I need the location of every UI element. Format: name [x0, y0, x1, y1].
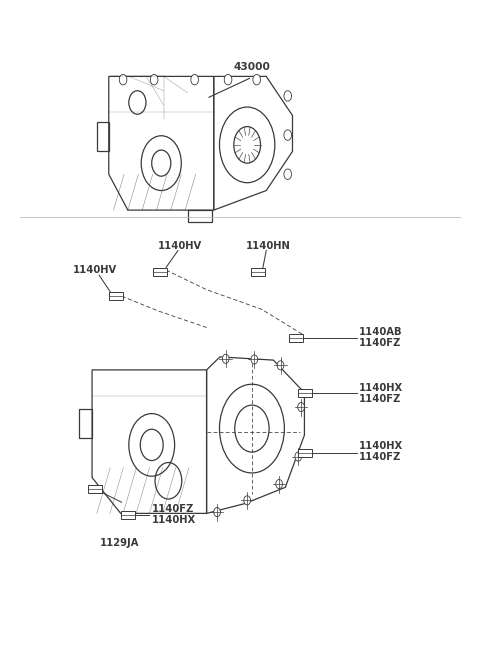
Circle shape — [119, 75, 127, 85]
Polygon shape — [154, 268, 167, 276]
Circle shape — [277, 361, 284, 370]
Polygon shape — [298, 449, 312, 457]
Polygon shape — [109, 292, 123, 300]
Text: 1140HV: 1140HV — [158, 240, 203, 251]
Text: 1140FZ: 1140FZ — [360, 394, 402, 403]
Polygon shape — [298, 390, 312, 398]
Circle shape — [253, 75, 261, 85]
Circle shape — [222, 354, 229, 364]
Polygon shape — [251, 268, 264, 276]
Text: 1140HX: 1140HX — [360, 383, 404, 392]
Circle shape — [284, 130, 291, 140]
Circle shape — [251, 355, 258, 364]
Text: 1140FZ: 1140FZ — [360, 338, 402, 348]
Text: 1140HN: 1140HN — [246, 240, 291, 251]
Text: 1140HX: 1140HX — [360, 441, 404, 451]
Polygon shape — [121, 511, 135, 519]
Circle shape — [244, 496, 251, 505]
Text: 1140FZ: 1140FZ — [360, 453, 402, 462]
Circle shape — [295, 452, 301, 461]
Circle shape — [214, 508, 220, 517]
Text: 1140HV: 1140HV — [72, 265, 117, 275]
Text: 1140FZ: 1140FZ — [152, 504, 194, 514]
Circle shape — [191, 75, 199, 85]
Text: 1129JA: 1129JA — [100, 538, 140, 548]
Circle shape — [284, 169, 291, 179]
Text: 43000: 43000 — [233, 62, 270, 72]
Polygon shape — [289, 334, 303, 342]
Circle shape — [298, 403, 304, 411]
Text: 1140AB: 1140AB — [360, 327, 403, 337]
Circle shape — [150, 75, 158, 85]
Circle shape — [224, 75, 232, 85]
Text: 1140HX: 1140HX — [152, 515, 196, 525]
Circle shape — [276, 479, 282, 489]
Polygon shape — [88, 485, 102, 493]
Circle shape — [284, 91, 291, 101]
